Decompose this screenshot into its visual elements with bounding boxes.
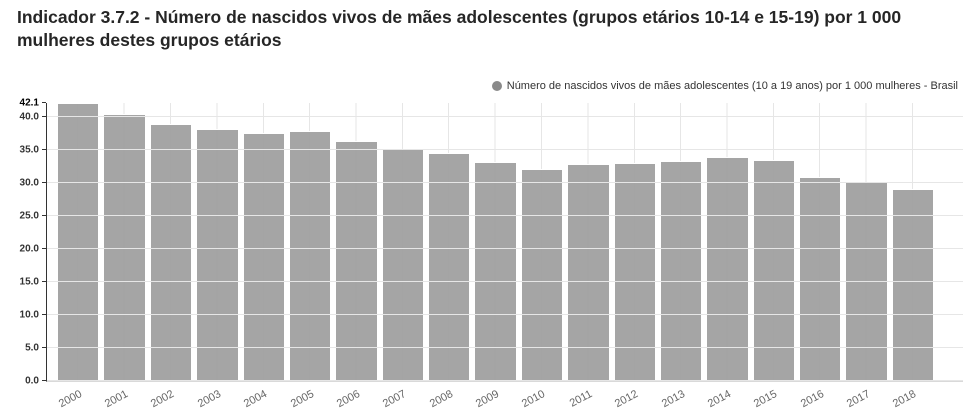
bar-2011[interactable] xyxy=(567,164,610,381)
y-axis-tick xyxy=(42,102,46,103)
x-axis-label: 2006 xyxy=(334,388,363,411)
category-slot: 2018 xyxy=(889,103,937,410)
y-axis-tick xyxy=(42,247,46,249)
x-axis-label: 2010 xyxy=(520,388,548,411)
category-slot: 2009 xyxy=(472,103,519,410)
x-axis-label: 2017 xyxy=(844,388,873,411)
y-axis-label: 15.0 xyxy=(19,276,39,288)
page-title: Indicador 3.7.2 - Número de nascidos viv… xyxy=(17,7,902,51)
category-slot: 2002 xyxy=(147,103,195,410)
bar-2007[interactable] xyxy=(381,149,424,381)
category-slot: 2007 xyxy=(379,103,426,410)
plot-area: 2000 2001 2002 2003 2004 2005 2006 2007 2008 2009… xyxy=(20,98,963,410)
y-axis-label: 20.0 xyxy=(19,243,39,255)
x-axis-label: 2001 xyxy=(102,388,131,411)
gridline-horizontal xyxy=(47,313,963,315)
x-axis-label: 2009 xyxy=(473,388,502,411)
legend-marker-icon xyxy=(491,81,502,91)
category-slot: 2010 xyxy=(518,103,566,410)
bar-2006[interactable] xyxy=(335,140,378,381)
gridline-horizontal xyxy=(47,148,963,150)
legend-label: Número de nascidos vivos de mães adolesc… xyxy=(506,80,958,92)
y-axis-label: 35.0 xyxy=(19,144,39,156)
y-axis-label: 5.0 xyxy=(25,342,39,354)
category-slot: 2014 xyxy=(704,103,751,410)
y-axis-tick xyxy=(42,115,46,117)
gridline-horizontal xyxy=(47,115,963,117)
category-slot: 2016 xyxy=(797,103,844,410)
y-axis-tick xyxy=(42,181,46,183)
y-axis-label: 0.0 xyxy=(25,375,39,387)
category-slot: 2013 xyxy=(657,103,705,410)
x-axis-label: 2011 xyxy=(567,388,594,410)
bar-2003[interactable] xyxy=(196,128,239,381)
category-slot: 2008 xyxy=(426,103,473,410)
x-axis-label: 2005 xyxy=(288,388,316,411)
gridline-horizontal xyxy=(47,181,963,183)
y-axis-label: 30.0 xyxy=(19,177,39,189)
x-axis-label: 2013 xyxy=(659,388,687,411)
gridline-horizontal xyxy=(47,247,963,249)
bar-2012[interactable] xyxy=(613,163,656,381)
category-slot: 2012 xyxy=(611,103,658,410)
bar-2015[interactable] xyxy=(752,160,795,381)
x-axis-label: 2000 xyxy=(56,388,84,411)
x-axis-label: 2015 xyxy=(752,388,780,411)
y-axis-label: 25.0 xyxy=(19,210,39,222)
bar-2002[interactable] xyxy=(149,124,193,381)
bar-2016[interactable] xyxy=(799,176,842,381)
bar-2018[interactable] xyxy=(891,188,935,381)
x-axis-label: 2004 xyxy=(242,388,270,411)
y-axis-tick xyxy=(42,214,46,216)
x-axis-label: 2016 xyxy=(798,388,826,411)
bar-2008[interactable] xyxy=(428,153,471,381)
category-slot: 2011 xyxy=(565,103,612,410)
bar-2001[interactable] xyxy=(103,113,146,381)
x-axis-label: 2012 xyxy=(613,388,641,411)
y-axis-label: 40.0 xyxy=(19,111,39,123)
category-slot: 2006 xyxy=(333,103,380,410)
gridline-horizontal xyxy=(47,380,963,381)
x-axis-label: 2008 xyxy=(427,388,455,411)
gridline-horizontal xyxy=(47,214,963,216)
y-axis-tick xyxy=(42,380,46,381)
category-slot: 2017 xyxy=(843,103,890,410)
x-axis-label: 2014 xyxy=(705,388,734,411)
x-axis-label: 2018 xyxy=(891,388,919,411)
bar-2004[interactable] xyxy=(242,132,285,381)
bar-2009[interactable] xyxy=(474,161,517,381)
bars-container: 2000 2001 2002 2003 2004 2005 2006 2007 2008 2009… xyxy=(55,103,937,410)
category-slot: 2003 xyxy=(194,103,241,410)
category-slot: 2015 xyxy=(750,103,797,410)
bar-2014[interactable] xyxy=(706,157,749,381)
y-axis-max-label: 42.1 xyxy=(19,97,39,109)
x-axis-label: 2002 xyxy=(149,388,177,411)
category-slot: 2004 xyxy=(240,103,287,410)
y-axis-tick xyxy=(42,313,46,315)
bar-2000[interactable] xyxy=(57,103,100,381)
bar-2010[interactable] xyxy=(520,169,564,381)
bar-2013[interactable] xyxy=(659,161,703,381)
category-slot: 2000 xyxy=(55,103,102,410)
x-axis-label: 2007 xyxy=(381,388,409,411)
legend-item[interactable]: Número de nascidos vivos de mães adolesc… xyxy=(491,80,958,92)
y-axis-tick xyxy=(42,346,46,348)
gridline-horizontal xyxy=(47,280,963,282)
y-axis-tick xyxy=(42,280,46,282)
category-slot: 2001 xyxy=(101,103,148,410)
y-axis-tick xyxy=(42,148,46,150)
x-axis-label: 2003 xyxy=(195,388,223,411)
y-axis-label: 10.0 xyxy=(19,309,39,321)
bar-2005[interactable] xyxy=(288,130,332,381)
category-slot: 2005 xyxy=(286,103,334,410)
gridline-horizontal xyxy=(47,346,963,348)
